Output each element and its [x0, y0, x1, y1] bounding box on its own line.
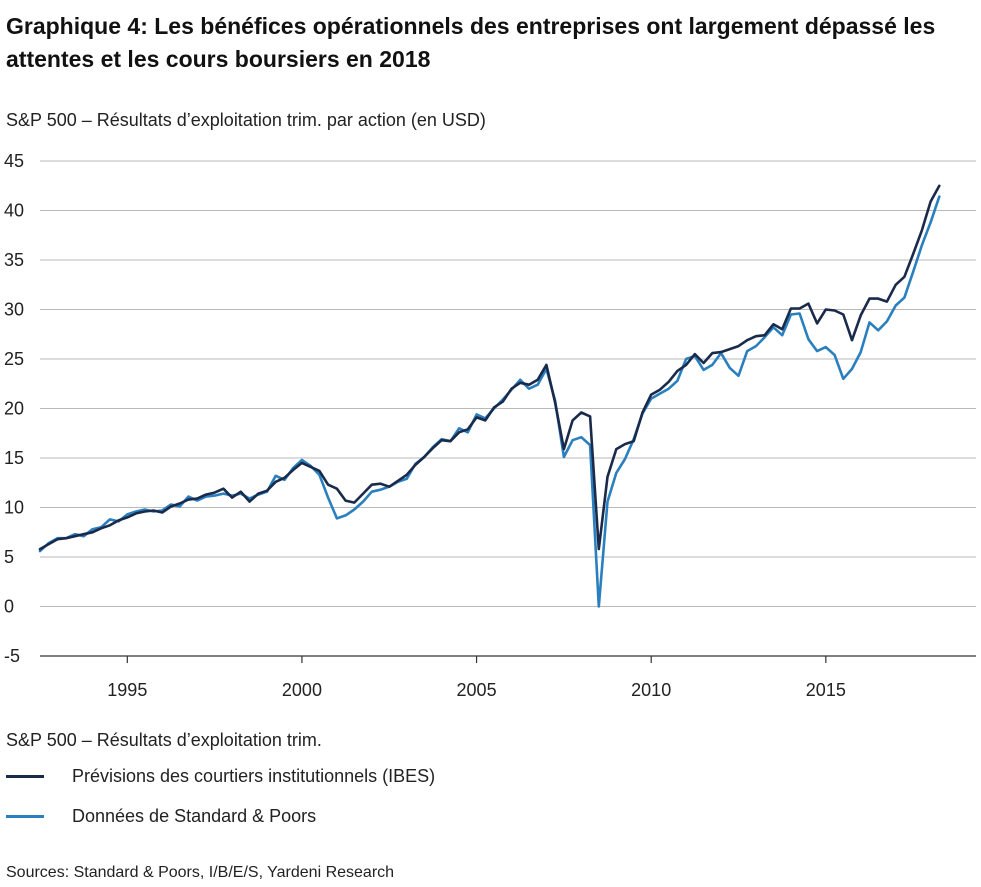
x-axis-ticks: 1995 2000 2005 2010 2015: [107, 656, 846, 700]
y-tick-label: -5: [4, 646, 20, 666]
y-tick-label: 5: [4, 547, 14, 567]
series-lines: [38, 184, 941, 608]
y-axis-ticks: 45 40 35 30 25 20 15 10 5 0 -5: [4, 151, 24, 666]
legend-label-sp: Données de Standard & Poors: [72, 806, 317, 826]
legend-item-ibes: Prévisions des courtiers institutionnels…: [6, 766, 435, 787]
legend-item-sp: Données de Standard & Poors: [6, 806, 316, 827]
chart-title: Graphique 4: Les bénéfices opérationnels…: [6, 13, 936, 72]
y-tick-label: 20: [4, 399, 24, 419]
y-tick-label: 30: [4, 300, 24, 320]
x-tick-label: 1995: [107, 680, 147, 700]
y-tick-label: 0: [4, 597, 14, 617]
y-tick-label: 10: [4, 498, 24, 518]
series-line-sp: [38, 195, 941, 608]
chart-subtitle: S&P 500 – Résultats d’exploitation trim.…: [6, 110, 486, 130]
legend-swatch-ibes: [6, 775, 44, 778]
legend-label-ibes: Prévisions des courtiers institutionnels…: [72, 766, 436, 786]
grid-lines: [40, 160, 976, 657]
y-tick-label: 35: [4, 250, 24, 270]
y-tick-label: 25: [4, 349, 24, 369]
x-tick-label: 2005: [457, 680, 497, 700]
source-note: Sources: Standard & Poors, I/B/E/S, Yard…: [6, 864, 395, 881]
y-tick-label: 15: [4, 448, 24, 468]
y-tick-label: 45: [4, 151, 24, 171]
legend-swatch-sp: [6, 815, 44, 818]
x-tick-label: 2015: [806, 680, 846, 700]
x-tick-label: 2010: [631, 680, 671, 700]
x-tick-label: 2000: [282, 680, 322, 700]
series-line-ibes: [38, 184, 941, 551]
y-tick-label: 40: [4, 201, 24, 221]
legend-title: S&P 500 – Résultats d’exploitation trim.: [6, 730, 322, 750]
